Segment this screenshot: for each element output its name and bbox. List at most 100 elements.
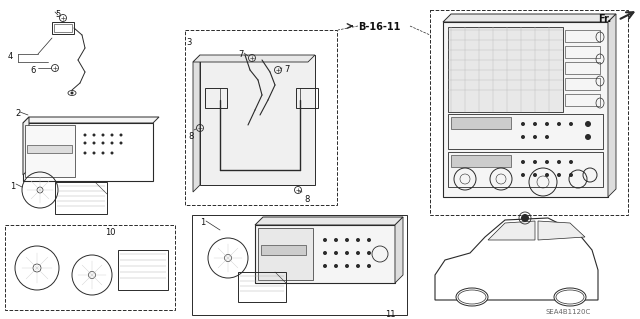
Ellipse shape: [70, 92, 74, 94]
Bar: [448, 27, 563, 112]
Bar: [55, 182, 107, 214]
Ellipse shape: [545, 135, 549, 139]
Ellipse shape: [323, 238, 327, 242]
Ellipse shape: [334, 238, 338, 242]
Ellipse shape: [521, 173, 525, 177]
Ellipse shape: [111, 142, 113, 145]
Ellipse shape: [533, 160, 537, 164]
Ellipse shape: [93, 133, 95, 137]
Bar: [54, 24, 72, 32]
Ellipse shape: [93, 152, 95, 154]
Bar: [27, 145, 72, 153]
Polygon shape: [488, 221, 535, 240]
Ellipse shape: [356, 238, 360, 242]
Ellipse shape: [521, 135, 525, 139]
Bar: [23, 123, 153, 181]
Ellipse shape: [557, 173, 561, 177]
Bar: [118, 250, 168, 290]
Ellipse shape: [111, 133, 113, 137]
Polygon shape: [193, 55, 200, 192]
Ellipse shape: [569, 173, 573, 177]
Ellipse shape: [456, 288, 488, 306]
Bar: [52, 22, 74, 34]
Text: 3: 3: [186, 38, 191, 47]
Ellipse shape: [120, 133, 122, 137]
Bar: [451, 117, 511, 129]
Polygon shape: [395, 217, 403, 283]
Bar: [565, 30, 600, 42]
Ellipse shape: [102, 133, 104, 137]
Bar: [258, 228, 313, 280]
Ellipse shape: [323, 251, 327, 255]
Ellipse shape: [521, 160, 525, 164]
Bar: [448, 152, 603, 187]
Bar: [565, 46, 600, 58]
Bar: [238, 272, 286, 302]
Ellipse shape: [533, 135, 537, 139]
Ellipse shape: [356, 264, 360, 268]
Ellipse shape: [569, 122, 573, 126]
Ellipse shape: [569, 160, 573, 164]
Text: 2: 2: [15, 109, 20, 118]
Ellipse shape: [102, 142, 104, 145]
Text: 8: 8: [188, 132, 193, 141]
Bar: [565, 62, 600, 74]
Polygon shape: [193, 55, 315, 62]
Ellipse shape: [554, 288, 586, 306]
Ellipse shape: [83, 152, 86, 154]
Ellipse shape: [557, 160, 561, 164]
Ellipse shape: [533, 173, 537, 177]
Ellipse shape: [83, 142, 86, 145]
Bar: [25, 125, 75, 177]
Ellipse shape: [367, 251, 371, 255]
Ellipse shape: [323, 264, 327, 268]
Bar: [565, 94, 600, 106]
Ellipse shape: [334, 264, 338, 268]
Bar: [185, 30, 337, 205]
Ellipse shape: [545, 173, 549, 177]
Text: 1: 1: [10, 182, 15, 191]
Ellipse shape: [93, 142, 95, 145]
Ellipse shape: [345, 264, 349, 268]
Ellipse shape: [367, 264, 371, 268]
Bar: [255, 225, 395, 283]
Bar: [451, 155, 511, 167]
Ellipse shape: [585, 134, 591, 140]
Ellipse shape: [345, 238, 349, 242]
Bar: [565, 78, 600, 90]
Ellipse shape: [557, 122, 561, 126]
Ellipse shape: [83, 133, 86, 137]
Text: 1: 1: [200, 218, 205, 227]
Bar: [5, 225, 175, 310]
Text: Fr.: Fr.: [598, 14, 611, 24]
Ellipse shape: [367, 238, 371, 242]
Text: 6: 6: [30, 66, 35, 75]
Text: 10: 10: [105, 228, 115, 237]
Text: SEA4B1120C: SEA4B1120C: [545, 309, 590, 315]
Text: 4: 4: [8, 52, 13, 61]
Ellipse shape: [102, 152, 104, 154]
Ellipse shape: [334, 251, 338, 255]
Ellipse shape: [111, 152, 113, 154]
Polygon shape: [608, 14, 616, 197]
Bar: [296, 88, 318, 108]
Ellipse shape: [345, 251, 349, 255]
Ellipse shape: [356, 251, 360, 255]
Polygon shape: [255, 217, 403, 225]
Text: B-16-11: B-16-11: [358, 22, 401, 32]
Text: 5: 5: [55, 10, 60, 19]
Ellipse shape: [521, 214, 529, 222]
Polygon shape: [538, 221, 585, 240]
Text: 8: 8: [304, 195, 309, 204]
Bar: [448, 114, 603, 149]
Text: 7: 7: [284, 65, 289, 74]
Ellipse shape: [545, 122, 549, 126]
Ellipse shape: [521, 122, 525, 126]
Bar: [200, 55, 315, 185]
Text: 11: 11: [385, 310, 396, 319]
Ellipse shape: [585, 121, 591, 127]
Ellipse shape: [120, 142, 122, 145]
Ellipse shape: [533, 122, 537, 126]
Text: 7: 7: [238, 50, 243, 59]
Ellipse shape: [545, 160, 549, 164]
